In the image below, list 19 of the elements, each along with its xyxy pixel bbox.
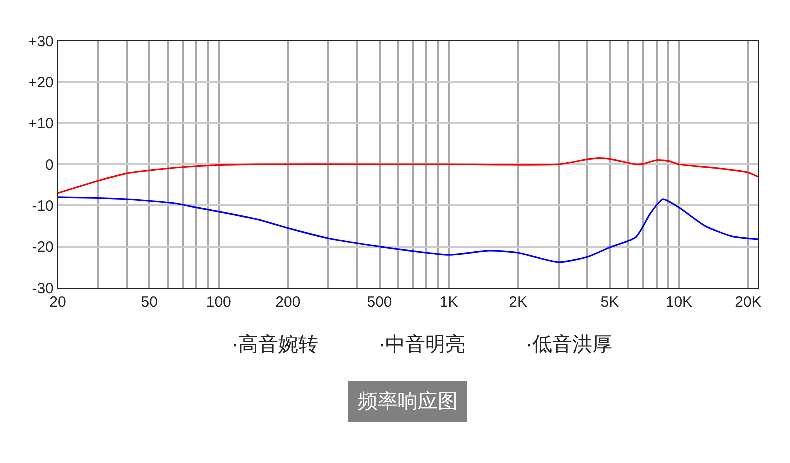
x-tick-label: 20K xyxy=(735,294,762,312)
y-tick-label: +20 xyxy=(28,74,54,92)
y-tick-label: 0 xyxy=(46,156,54,174)
text: ·高音婉转 xyxy=(232,333,319,356)
y-tick-label: -10 xyxy=(32,198,54,215)
y-tick-label: +10 xyxy=(28,116,54,133)
text: 频率响应图 xyxy=(358,391,458,413)
x-tick-label: 200 xyxy=(276,294,301,312)
text: ·低音洪厚 xyxy=(526,334,613,356)
x-tick-label: 1K xyxy=(440,294,458,312)
x-tick-label: 500 xyxy=(367,294,392,312)
x-tick-label: 10K xyxy=(666,294,693,312)
x-tick-label: 5K xyxy=(600,294,620,312)
x-tick-label: 100 xyxy=(206,294,232,312)
y-tick-label: +30 xyxy=(28,33,54,50)
y-tick-label: -20 xyxy=(32,239,54,256)
x-tick-label: 50 xyxy=(141,294,158,312)
x-tick-label: 2K xyxy=(509,294,528,312)
text: ·中音明亮 xyxy=(379,333,466,356)
